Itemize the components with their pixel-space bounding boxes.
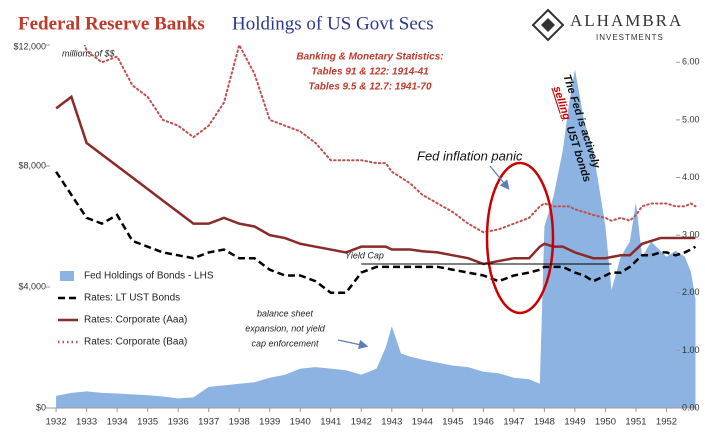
x-tick-label: 1947 — [503, 417, 524, 428]
arrow — [489, 165, 510, 190]
y2-tick-label: 3.00 — [682, 230, 700, 240]
line — [83, 45, 697, 234]
x-tick-label: 1950 — [595, 417, 616, 428]
annotation: cap enforcement — [251, 338, 319, 348]
legend-label: Rates: Corporate (Aaa) — [84, 315, 187, 326]
y2-tick-label: 2.00 — [682, 287, 700, 297]
x-tick-label: 1952 — [656, 417, 677, 428]
legend-label: Rates: LT UST Bonds — [84, 293, 180, 304]
x-tick-label: 1932 — [46, 417, 67, 428]
highlight-ellipse — [485, 161, 555, 315]
x-tick-label: 1948 — [534, 417, 555, 428]
x-tick-label: 1946 — [473, 417, 494, 428]
arrow — [337, 339, 369, 350]
x-tick-label: 1938 — [229, 417, 250, 428]
chart-title: Federal Reserve Banks — [18, 13, 205, 34]
x-tick-label: 1937 — [198, 417, 219, 428]
plot-area — [55, 45, 697, 408]
source-note: Banking & Monetary Statistics: — [296, 52, 443, 63]
x-tick-label: 1940 — [290, 417, 311, 428]
annotation: Fed inflation panic — [417, 148, 523, 163]
annotation: Yield Cap — [345, 250, 384, 260]
x-tick-label: 1941 — [320, 417, 341, 428]
legend-swatch — [60, 271, 74, 281]
y2-tick-label: 4.00 — [682, 172, 700, 182]
y-tick-label: $8,000 — [18, 160, 46, 170]
x-tick-label: 1935 — [137, 417, 158, 428]
x-tick-label: 1943 — [381, 417, 402, 428]
y2-tick-label: 0.00 — [682, 402, 700, 412]
line — [55, 171, 697, 295]
selling-annotation: The Fed is actively selling UST bonds — [550, 73, 602, 183]
y2-tick-label: 5.00 — [682, 114, 700, 124]
x-tick-label: 1939 — [259, 417, 280, 428]
y-tick-label: $0 — [36, 402, 46, 412]
y-tick-label: $12,000 — [13, 41, 46, 51]
x-tick-label: 1942 — [351, 417, 372, 428]
legend-label: Rates: Corporate (Baa) — [84, 337, 187, 348]
x-tick-label: 1934 — [107, 417, 128, 428]
logo-sub: INVESTMENTS — [596, 33, 664, 42]
y2-tick-label: 1.00 — [682, 345, 700, 355]
annotation: balance sheet — [257, 308, 314, 318]
source-note: Tables 91 & 122: 1914-41 — [311, 67, 429, 78]
x-tick-label: 1945 — [442, 417, 463, 428]
area — [56, 69, 696, 408]
y2-tick-label: 6.00 — [682, 57, 700, 67]
y-tick-label: $4,000 — [18, 281, 46, 291]
annotation: expansion, not yield — [245, 323, 326, 333]
logo-name: ALHAMBRA — [570, 11, 683, 30]
line — [55, 94, 696, 266]
x-tick-label: 1933 — [76, 417, 97, 428]
chart-title-second: Holdings of US Govt Secs — [232, 13, 434, 34]
x-tick-label: 1949 — [564, 417, 585, 428]
x-tick-label: 1944 — [412, 417, 433, 428]
x-tick-label: 1936 — [168, 417, 189, 428]
source-note: Tables 9.5 & 12.7: 1941-70 — [308, 82, 431, 93]
legend-label: Fed Holdings of Bonds - LHS — [84, 271, 214, 282]
logo-icon — [531, 8, 565, 42]
x-tick-label: 1951 — [625, 417, 646, 428]
